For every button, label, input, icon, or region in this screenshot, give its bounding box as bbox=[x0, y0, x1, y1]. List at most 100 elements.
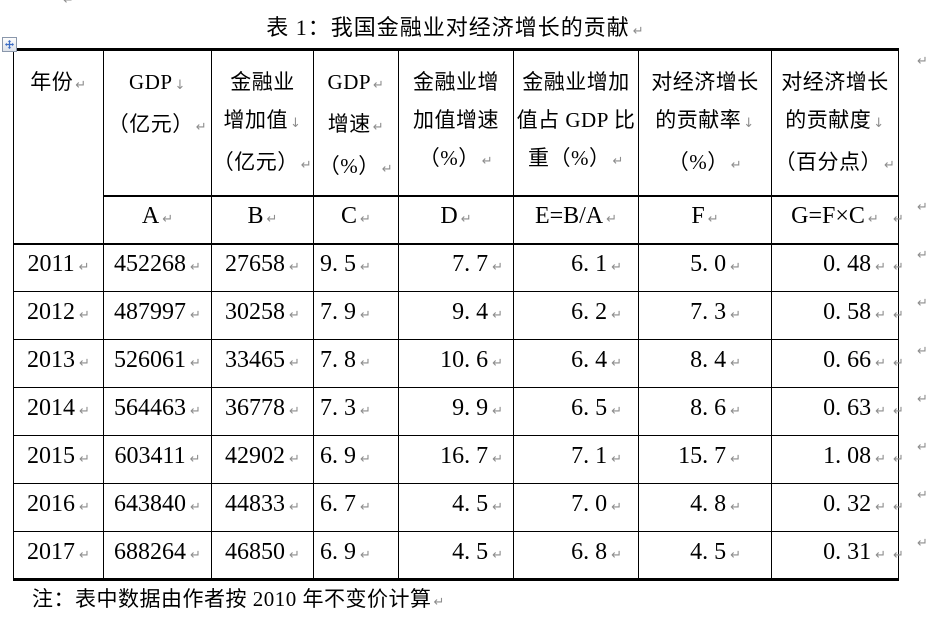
value-cell-finance-added-value[interactable]: 46850 ↵ bbox=[211, 531, 314, 580]
value-cell-finance-growth[interactable]: 9. 9 ↵ bbox=[398, 387, 514, 436]
value-cell-gdp-growth[interactable]: 6. 7 ↵ bbox=[313, 483, 399, 532]
table-note[interactable]: 注：表中数据由作者按 2010 年不变价计算 ↵ bbox=[32, 585, 445, 617]
formula-cell-gdp-growth[interactable]: C ↵ bbox=[313, 195, 399, 245]
table-caption[interactable]: 表 1：我国金融业对经济增长的贡献 ↵ bbox=[13, 9, 898, 47]
formula-cell-contribution-degree[interactable]: G=F×C ↵ bbox=[771, 195, 899, 245]
header-line-text: 的贡献率 bbox=[655, 108, 742, 132]
paragraph-mark: ↵ bbox=[190, 500, 201, 515]
value-cell-finance-added-value[interactable]: 27658 ↵ bbox=[211, 243, 314, 292]
line-break-mark: ↓ bbox=[290, 116, 302, 131]
value-cell-finance-growth[interactable]: 4. 5 ↵ bbox=[398, 483, 514, 532]
value-cell-finance-gdp-share[interactable]: 7. 1 ↵ bbox=[513, 435, 639, 484]
paragraph-mark: ↵ bbox=[79, 308, 90, 323]
paragraph-mark: ↵ bbox=[492, 547, 503, 563]
value-cell-gdp[interactable]: 452268 ↵ bbox=[103, 243, 212, 292]
value-cell-finance-growth[interactable]: 7. 7 ↵ bbox=[398, 243, 514, 292]
value-cell-gdp-growth[interactable]: 7. 3 ↵ bbox=[313, 387, 399, 436]
value-cell-finance-added-value[interactable]: 42902 ↵ bbox=[211, 435, 314, 484]
header-cell-contribution-rate[interactable]: 对经济增长 的贡献率 ↓ （%） ↵ bbox=[638, 49, 772, 197]
value-cell-contribution-rate[interactable]: 8. 6 ↵ bbox=[638, 387, 772, 436]
formula-cell-finance-gdp-share[interactable]: E=B/A ↵ bbox=[513, 195, 639, 245]
year-cell[interactable]: 2012 ↵ bbox=[13, 291, 104, 340]
cell-value: 487997 bbox=[114, 299, 187, 325]
formula-cell-finance-growth[interactable]: D ↵ bbox=[398, 195, 514, 245]
value-cell-contribution-degree[interactable]: 0. 32 ↵ bbox=[771, 483, 899, 532]
value-cell-contribution-rate[interactable]: 15. 7 ↵ bbox=[638, 435, 772, 484]
value-cell-contribution-rate[interactable]: 4. 5 ↵ bbox=[638, 531, 772, 580]
value-cell-contribution-degree[interactable]: 0. 66 ↵ bbox=[771, 339, 899, 388]
value-cell-finance-added-value[interactable]: 36778 ↵ bbox=[211, 387, 314, 436]
cell-value: 6. 5 bbox=[571, 395, 608, 421]
value-cell-gdp[interactable]: 487997 ↵ bbox=[103, 291, 212, 340]
value-cell-gdp[interactable]: 643840 ↵ bbox=[103, 483, 212, 532]
header-cell-finance-added-value[interactable]: 金融业 增加值 ↓ （亿元） ↵ bbox=[211, 49, 314, 197]
year-cell[interactable]: 2017 ↵ bbox=[13, 531, 104, 580]
header-cell-gdp-growth[interactable]: GDP ↵ 增速 ↵ （%） ↵ bbox=[313, 49, 399, 197]
paragraph-mark: ↵ bbox=[611, 547, 622, 563]
value-cell-gdp-growth[interactable]: 6. 9 ↵ bbox=[313, 435, 399, 484]
value-cell-finance-added-value[interactable]: 44833 ↵ bbox=[211, 483, 314, 532]
value-cell-contribution-rate[interactable]: 5. 0 ↵ bbox=[638, 243, 772, 292]
value-cell-finance-added-value[interactable]: 33465 ↵ bbox=[211, 339, 314, 388]
year-cell[interactable]: 2015 ↵ bbox=[13, 435, 104, 484]
value-cell-gdp[interactable]: 688264 ↵ bbox=[103, 531, 212, 580]
cell-value: 452268 bbox=[114, 251, 187, 278]
value-cell-gdp-growth[interactable]: 7. 9 ↵ bbox=[313, 291, 399, 340]
value-cell-contribution-degree[interactable]: 0. 58 ↵ bbox=[771, 291, 899, 340]
value-cell-finance-gdp-share[interactable]: 7. 0 ↵ bbox=[513, 483, 639, 532]
year-cell[interactable]: 2016 ↵ bbox=[13, 483, 104, 532]
value-cell-finance-gdp-share[interactable]: 6. 4 ↵ bbox=[513, 339, 639, 388]
paragraph-mark: ↵ bbox=[373, 78, 385, 93]
paragraph-mark: ↵ bbox=[289, 260, 300, 276]
value-cell-finance-added-value[interactable]: 30258 ↵ bbox=[211, 291, 314, 340]
value-cell-gdp-growth[interactable]: 9. 5 ↵ bbox=[313, 243, 399, 292]
formula-text: F bbox=[691, 203, 705, 229]
year-cell[interactable]: 2014 ↵ bbox=[13, 387, 104, 436]
paragraph-mark: ↵ bbox=[492, 500, 503, 515]
table-move-handle[interactable] bbox=[2, 37, 17, 52]
paragraph-mark: ↵ bbox=[289, 500, 300, 515]
header-cell-contribution-degree[interactable]: 对经济增长 的贡献度 ↓ （百分点） ↵ bbox=[771, 49, 899, 197]
value-cell-gdp-growth[interactable]: 6. 9 ↵ bbox=[313, 531, 399, 580]
paragraph-mark: ↵ bbox=[875, 404, 886, 419]
value-cell-gdp[interactable]: 603411 ↵ bbox=[103, 435, 212, 484]
value-cell-finance-gdp-share[interactable]: 6. 2 ↵ bbox=[513, 291, 639, 340]
value-cell-finance-gdp-share[interactable]: 6. 5 ↵ bbox=[513, 387, 639, 436]
value-cell-contribution-rate[interactable]: 4. 8 ↵ bbox=[638, 483, 772, 532]
header-cell-finance-growth[interactable]: 金融业增 加值增速 （%） ↵ bbox=[398, 49, 514, 197]
value-cell-gdp[interactable]: 526061 ↵ bbox=[103, 339, 212, 388]
paragraph-mark: ↵ bbox=[289, 356, 300, 371]
value-cell-finance-growth[interactable]: 16. 7 ↵ bbox=[398, 435, 514, 484]
formula-text: C bbox=[341, 203, 358, 229]
year-cell[interactable]: 2011 ↵ bbox=[13, 243, 104, 292]
value-cell-gdp-growth[interactable]: 7. 8 ↵ bbox=[313, 339, 399, 388]
header-line-text: （百分点） bbox=[774, 150, 883, 174]
formula-cell-gdp[interactable]: A ↵ bbox=[103, 195, 212, 245]
header-line-text: （%） bbox=[418, 146, 480, 170]
cell-value: 1. 08 bbox=[823, 443, 872, 469]
formula-cell-finance-added-value[interactable]: B ↵ bbox=[211, 195, 314, 245]
value-cell-contribution-degree[interactable]: 0. 48 ↵ bbox=[771, 243, 899, 292]
value-cell-contribution-degree[interactable]: 0. 31 ↵ bbox=[771, 531, 899, 580]
paragraph-mark: ↵ bbox=[730, 356, 741, 371]
value-cell-finance-gdp-share[interactable]: 6. 1 ↵ bbox=[513, 243, 639, 292]
line-break-mark: ↓ bbox=[743, 116, 755, 131]
paragraph-mark: ↵ bbox=[460, 212, 472, 227]
value-cell-gdp[interactable]: 564463 ↵ bbox=[103, 387, 212, 436]
header-cell-finance-gdp-share[interactable]: 金融业增加 值占 GDP 比重（%） ↵ bbox=[513, 49, 639, 197]
formula-cell-contribution-rate[interactable]: F ↵ bbox=[638, 195, 772, 245]
value-cell-finance-growth[interactable]: 9. 4 ↵ bbox=[398, 291, 514, 340]
value-cell-contribution-rate[interactable]: 7. 3 ↵ bbox=[638, 291, 772, 340]
value-cell-contribution-degree[interactable]: 0. 63 ↵ bbox=[771, 387, 899, 436]
header-line-text: （亿元） bbox=[107, 112, 194, 136]
header-cell-gdp[interactable]: GDP ↓ （亿元） ↵ bbox=[103, 49, 212, 197]
value-cell-finance-gdp-share[interactable]: 6. 8 ↵ bbox=[513, 531, 639, 580]
value-cell-finance-growth[interactable]: 10. 6 ↵ bbox=[398, 339, 514, 388]
header-cell-year[interactable]: 年份 ↵ bbox=[13, 49, 104, 245]
value-cell-contribution-rate[interactable]: 8. 4 ↵ bbox=[638, 339, 772, 388]
year-cell[interactable]: 2013 ↵ bbox=[13, 339, 104, 388]
value-cell-finance-growth[interactable]: 4. 5 ↵ bbox=[398, 531, 514, 580]
cell-value: 6. 2 bbox=[571, 299, 608, 325]
value-cell-contribution-degree[interactable]: 1. 08 ↵ bbox=[771, 435, 899, 484]
table-note-text: 注：表中数据由作者按 2010 年不变价计算 bbox=[32, 587, 432, 611]
